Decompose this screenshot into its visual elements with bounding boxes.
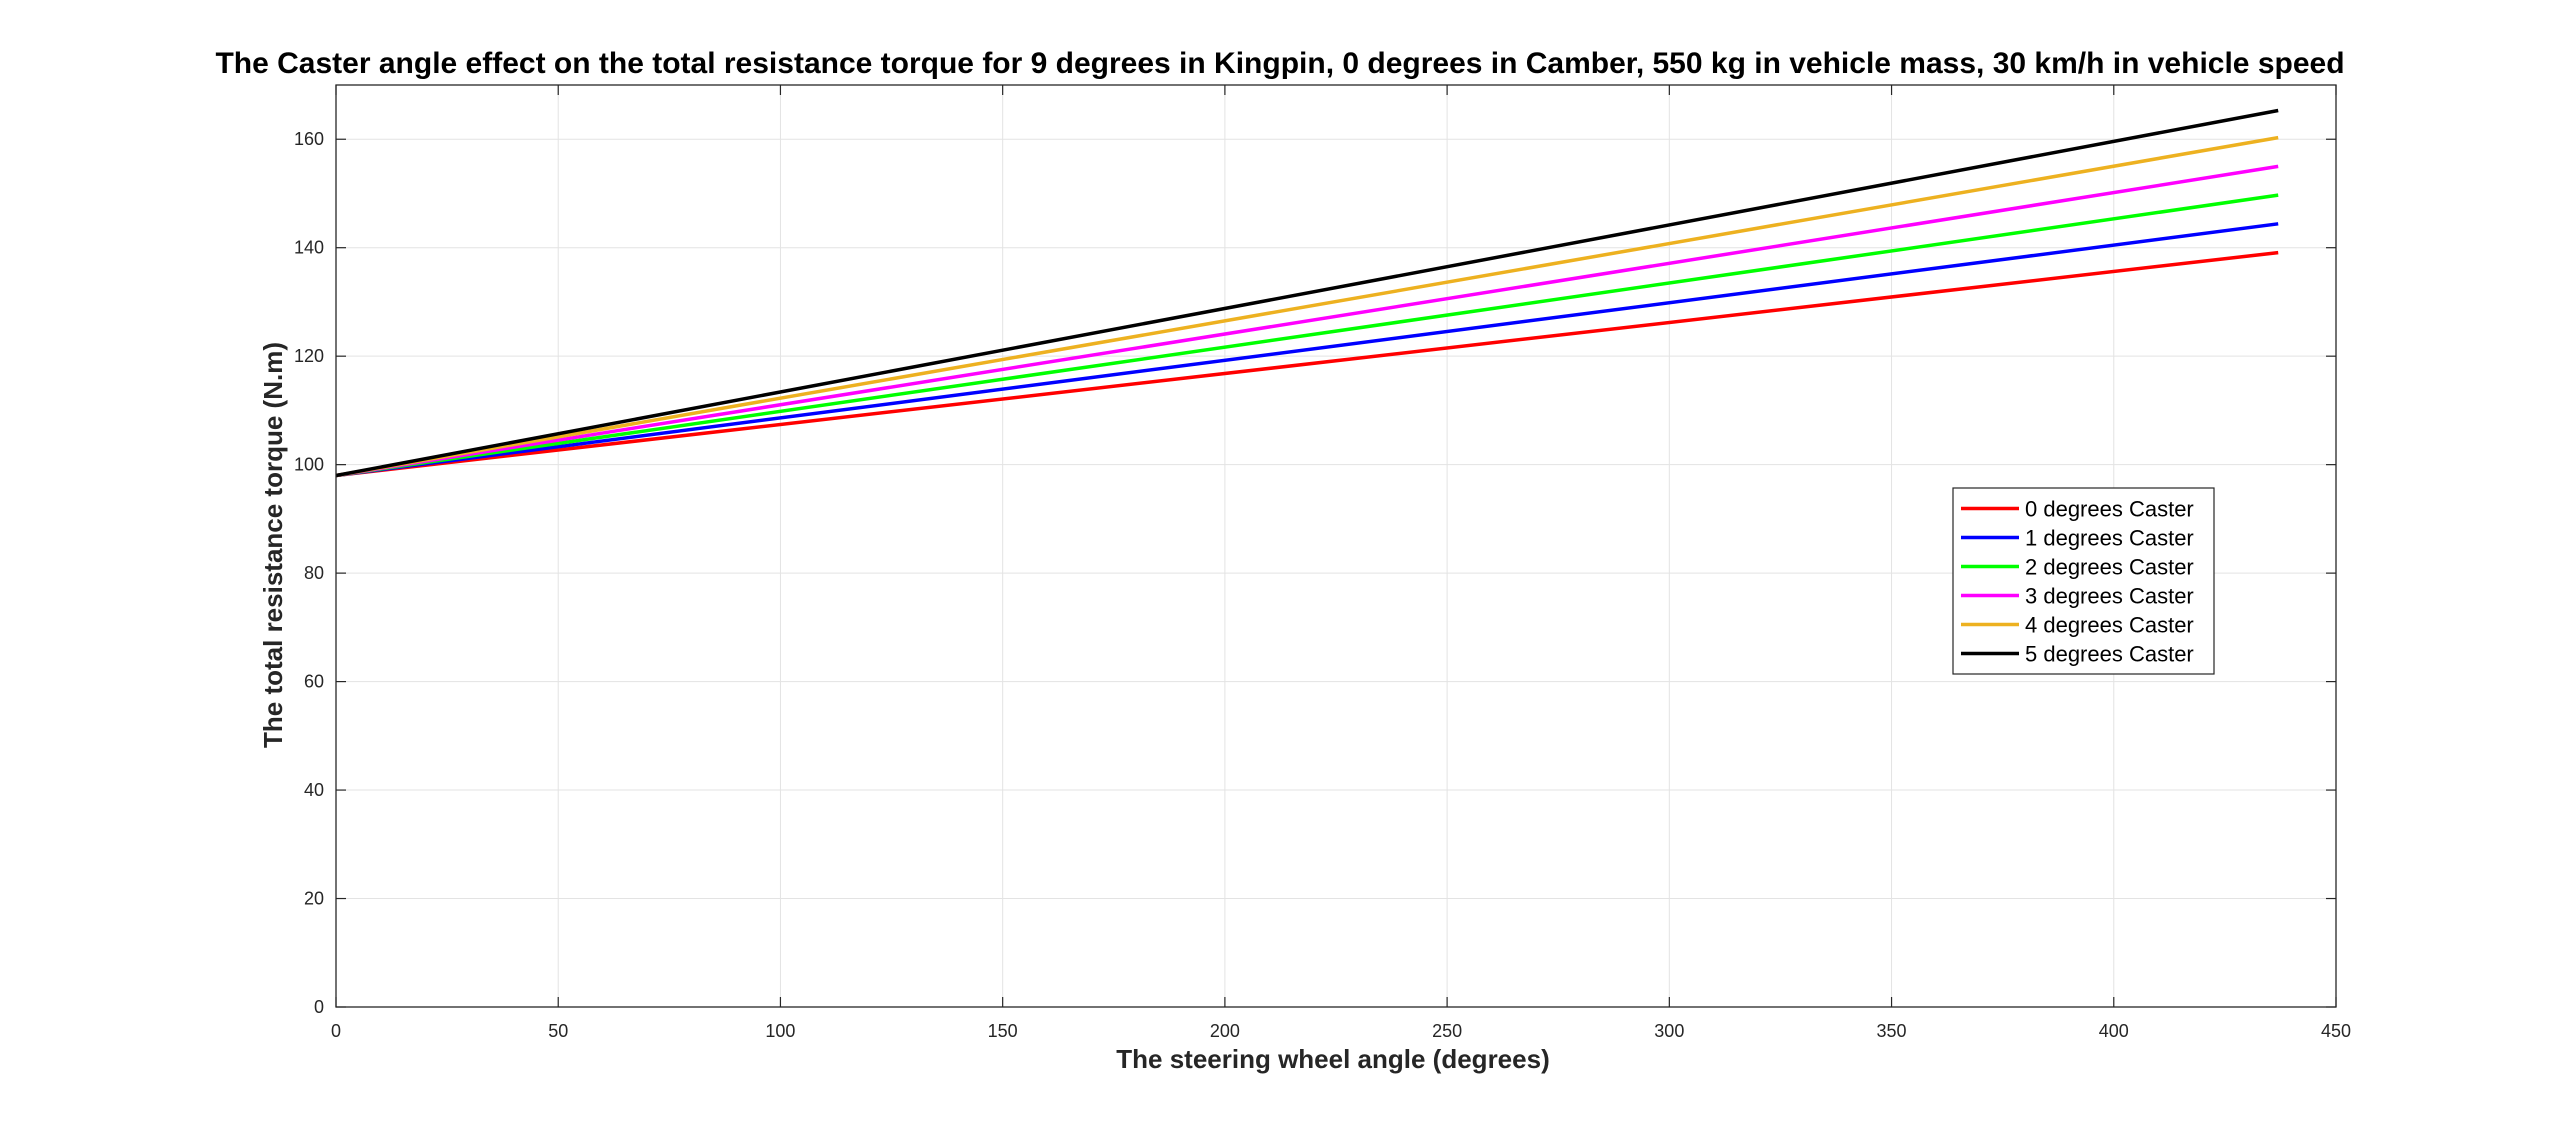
legend-label: 2 degrees Caster — [2025, 555, 2194, 580]
y-tick-label: 0 — [314, 997, 324, 1017]
legend-label: 3 degrees Caster — [2025, 584, 2194, 609]
y-axis-label: The total resistance torque (N.m) — [258, 342, 288, 748]
y-tick-label: 100 — [294, 455, 324, 475]
x-tick-label: 150 — [988, 1021, 1018, 1041]
x-tick-label: 450 — [2321, 1021, 2351, 1041]
legend-label: 1 degrees Caster — [2025, 526, 2194, 551]
chart-title: The Caster angle effect on the total res… — [215, 47, 2344, 80]
y-tick-label: 120 — [294, 346, 324, 366]
series-line — [335, 250, 2279, 478]
x-tick-label: 350 — [1877, 1021, 1907, 1041]
y-tick-label: 140 — [294, 238, 324, 258]
legend-box — [1952, 487, 2215, 675]
x-axis-label: The steering wheel angle (degrees) — [1116, 1044, 1549, 1074]
plot-frame — [335, 84, 2337, 1008]
x-tick-label: 300 — [1654, 1021, 1684, 1041]
x-tick-label: 200 — [1210, 1021, 1240, 1041]
series-line — [335, 108, 2279, 478]
series-line — [335, 164, 2279, 478]
x-tick-label: 400 — [2099, 1021, 2129, 1041]
x-tick-label: 50 — [548, 1021, 568, 1041]
legend-label: 4 degrees Caster — [2025, 613, 2194, 638]
axis-ticks: 0 50 100 150 200 250 300 350 400 450 0 20 40 60 80 100 1… — [294, 85, 2351, 1041]
series-line — [335, 193, 2279, 478]
series-line — [335, 135, 2279, 478]
y-tick-label: 20 — [304, 889, 324, 909]
legend: 0 degrees Caster 1 degrees Caster 2 degree… — [1952, 487, 2215, 675]
y-tick-label: 40 — [304, 780, 324, 800]
y-tick-label: 160 — [294, 129, 324, 149]
legend-label: 5 degrees Caster — [2025, 642, 2194, 667]
y-tick-label: 60 — [304, 672, 324, 692]
series-group — [335, 108, 2279, 478]
legend-label: 0 degrees Caster — [2025, 497, 2194, 522]
x-tick-label: 0 — [331, 1021, 341, 1041]
x-tick-label: 100 — [765, 1021, 795, 1041]
x-tick-label: 250 — [1432, 1021, 1462, 1041]
series-line — [335, 222, 2279, 478]
y-tick-label: 80 — [304, 563, 324, 583]
